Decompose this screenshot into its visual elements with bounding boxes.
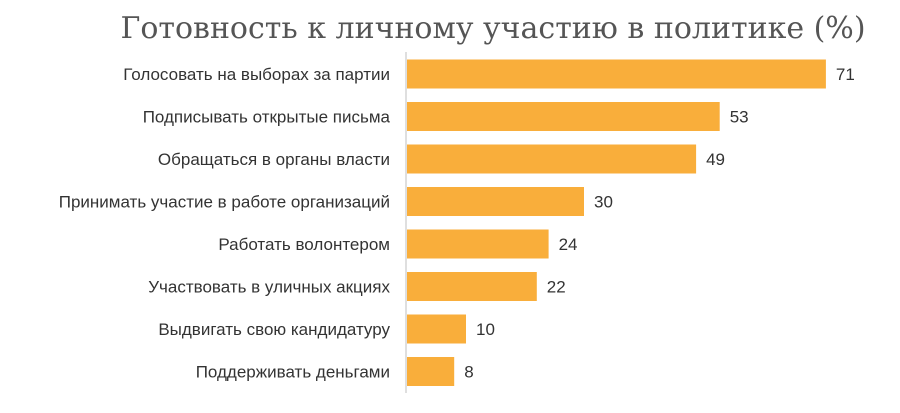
- bar: [407, 59, 826, 89]
- value-label: 71: [836, 65, 855, 84]
- value-label: 53: [730, 108, 749, 127]
- bar: [407, 144, 697, 174]
- category-label: Голосовать на выборах за партии: [123, 65, 390, 84]
- category-label: Участвовать в уличных акциях: [148, 278, 390, 297]
- value-label: 8: [464, 363, 473, 382]
- value-label: 24: [559, 235, 578, 254]
- category-label: Работать волонтером: [218, 235, 390, 254]
- category-label: Выдвигать свою кандидатуру: [158, 320, 390, 339]
- category-label: Подписывать открытые письма: [143, 108, 391, 127]
- bar: [407, 229, 549, 259]
- chart-title: Готовность к личному участию в политике …: [120, 11, 865, 46]
- category-label: Поддерживать деньгами: [196, 363, 390, 382]
- value-label: 10: [476, 320, 495, 339]
- bar: [407, 272, 537, 301]
- bar: [407, 314, 466, 344]
- value-label: 22: [547, 278, 566, 297]
- value-label: 30: [594, 193, 613, 212]
- bar: [407, 187, 584, 216]
- bars-layer: Голосовать на выборах за партии 71 Подписы…: [59, 59, 855, 386]
- category-label: Обращаться в органы власти: [158, 150, 390, 169]
- bar: [407, 102, 720, 131]
- bar: [407, 357, 455, 386]
- value-label: 49: [706, 150, 725, 169]
- category-label: Принимать участие в работе организаций: [59, 193, 390, 212]
